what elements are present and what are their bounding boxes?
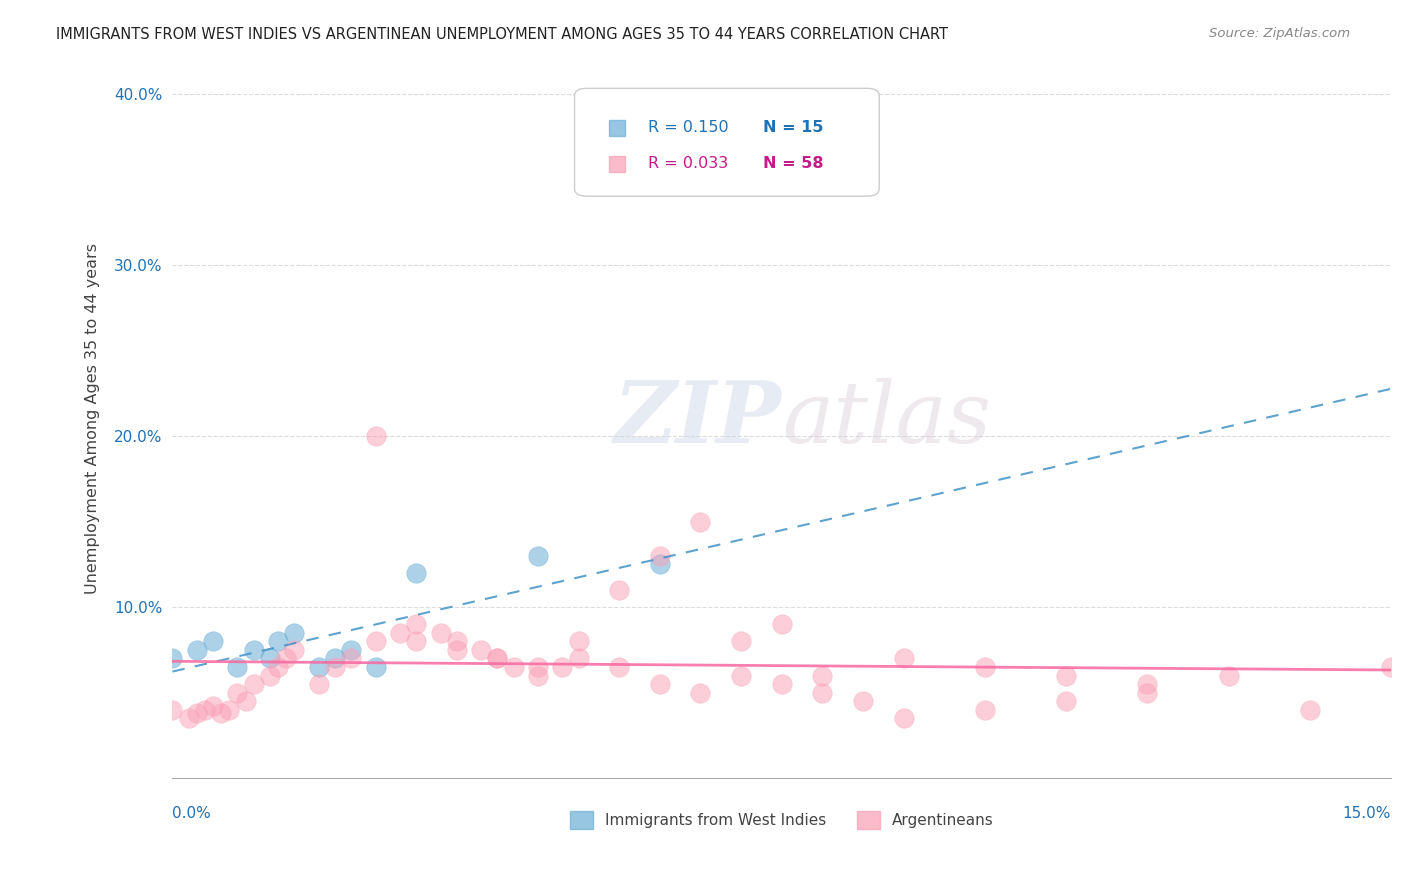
Text: IMMIGRANTS FROM WEST INDIES VS ARGENTINEAN UNEMPLOYMENT AMONG AGES 35 TO 44 YEAR: IMMIGRANTS FROM WEST INDIES VS ARGENTINE… [56, 27, 948, 42]
Text: N = 58: N = 58 [763, 156, 824, 171]
Text: atlas: atlas [782, 377, 991, 460]
Text: 0.0%: 0.0% [173, 806, 211, 821]
Y-axis label: Unemployment Among Ages 35 to 44 years: Unemployment Among Ages 35 to 44 years [86, 244, 100, 594]
Text: Source: ZipAtlas.com: Source: ZipAtlas.com [1209, 27, 1350, 40]
Text: R = 0.150: R = 0.150 [648, 120, 728, 136]
FancyBboxPatch shape [575, 88, 879, 196]
Text: N = 15: N = 15 [763, 120, 824, 136]
Legend: Immigrants from West Indies, Argentineans: Immigrants from West Indies, Argentinean… [564, 805, 1000, 835]
Text: 15.0%: 15.0% [1343, 806, 1391, 821]
Text: ZIP: ZIP [614, 377, 782, 460]
Text: R = 0.033: R = 0.033 [648, 156, 728, 171]
